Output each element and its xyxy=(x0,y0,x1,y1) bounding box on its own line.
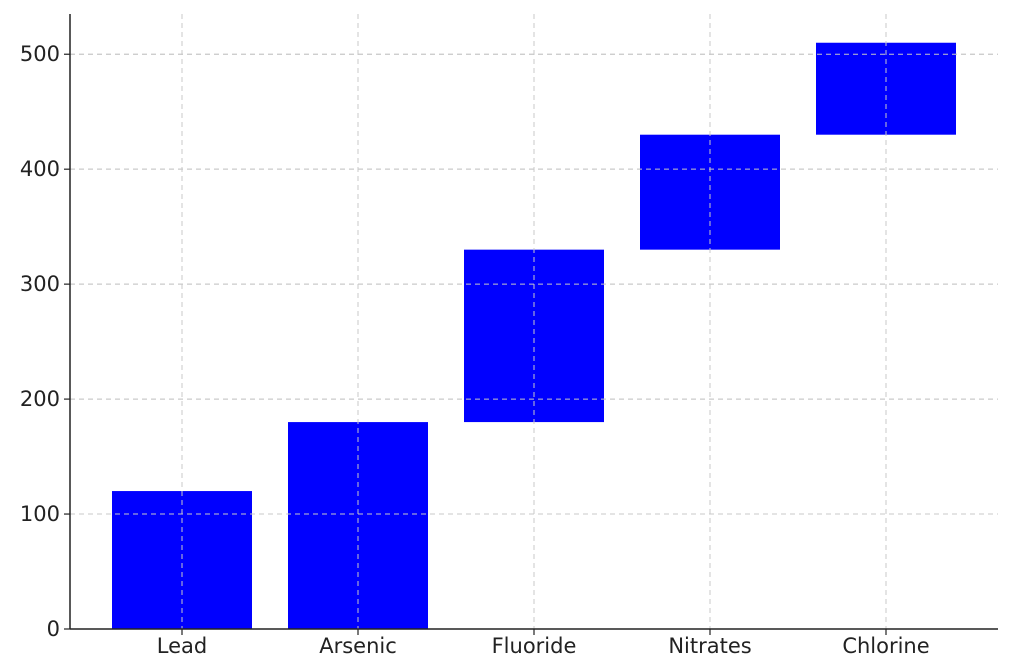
x-tick-label-chlorine: Chlorine xyxy=(842,634,929,658)
y-tick-label: 500 xyxy=(20,42,60,66)
y-tick-label: 0 xyxy=(47,617,60,641)
x-tick-label-nitrates: Nitrates xyxy=(668,634,751,658)
y-tick-label: 100 xyxy=(20,502,60,526)
axis-layer xyxy=(64,14,998,635)
bar-arsenic xyxy=(288,422,428,629)
x-tick-label-arsenic: Arsenic xyxy=(319,634,397,658)
bar-layer xyxy=(70,14,998,629)
y-tick-label: 400 xyxy=(20,157,60,181)
x-tick-label-fluoride: Fluoride xyxy=(492,634,577,658)
y-tick-label: 300 xyxy=(20,272,60,296)
label-layer: 0 100 200 300 400 500 Lead Arsenic Fluoride Nitra… xyxy=(20,42,930,658)
y-tick-label: 200 xyxy=(20,387,60,411)
x-tick-label-lead: Lead xyxy=(157,634,207,658)
